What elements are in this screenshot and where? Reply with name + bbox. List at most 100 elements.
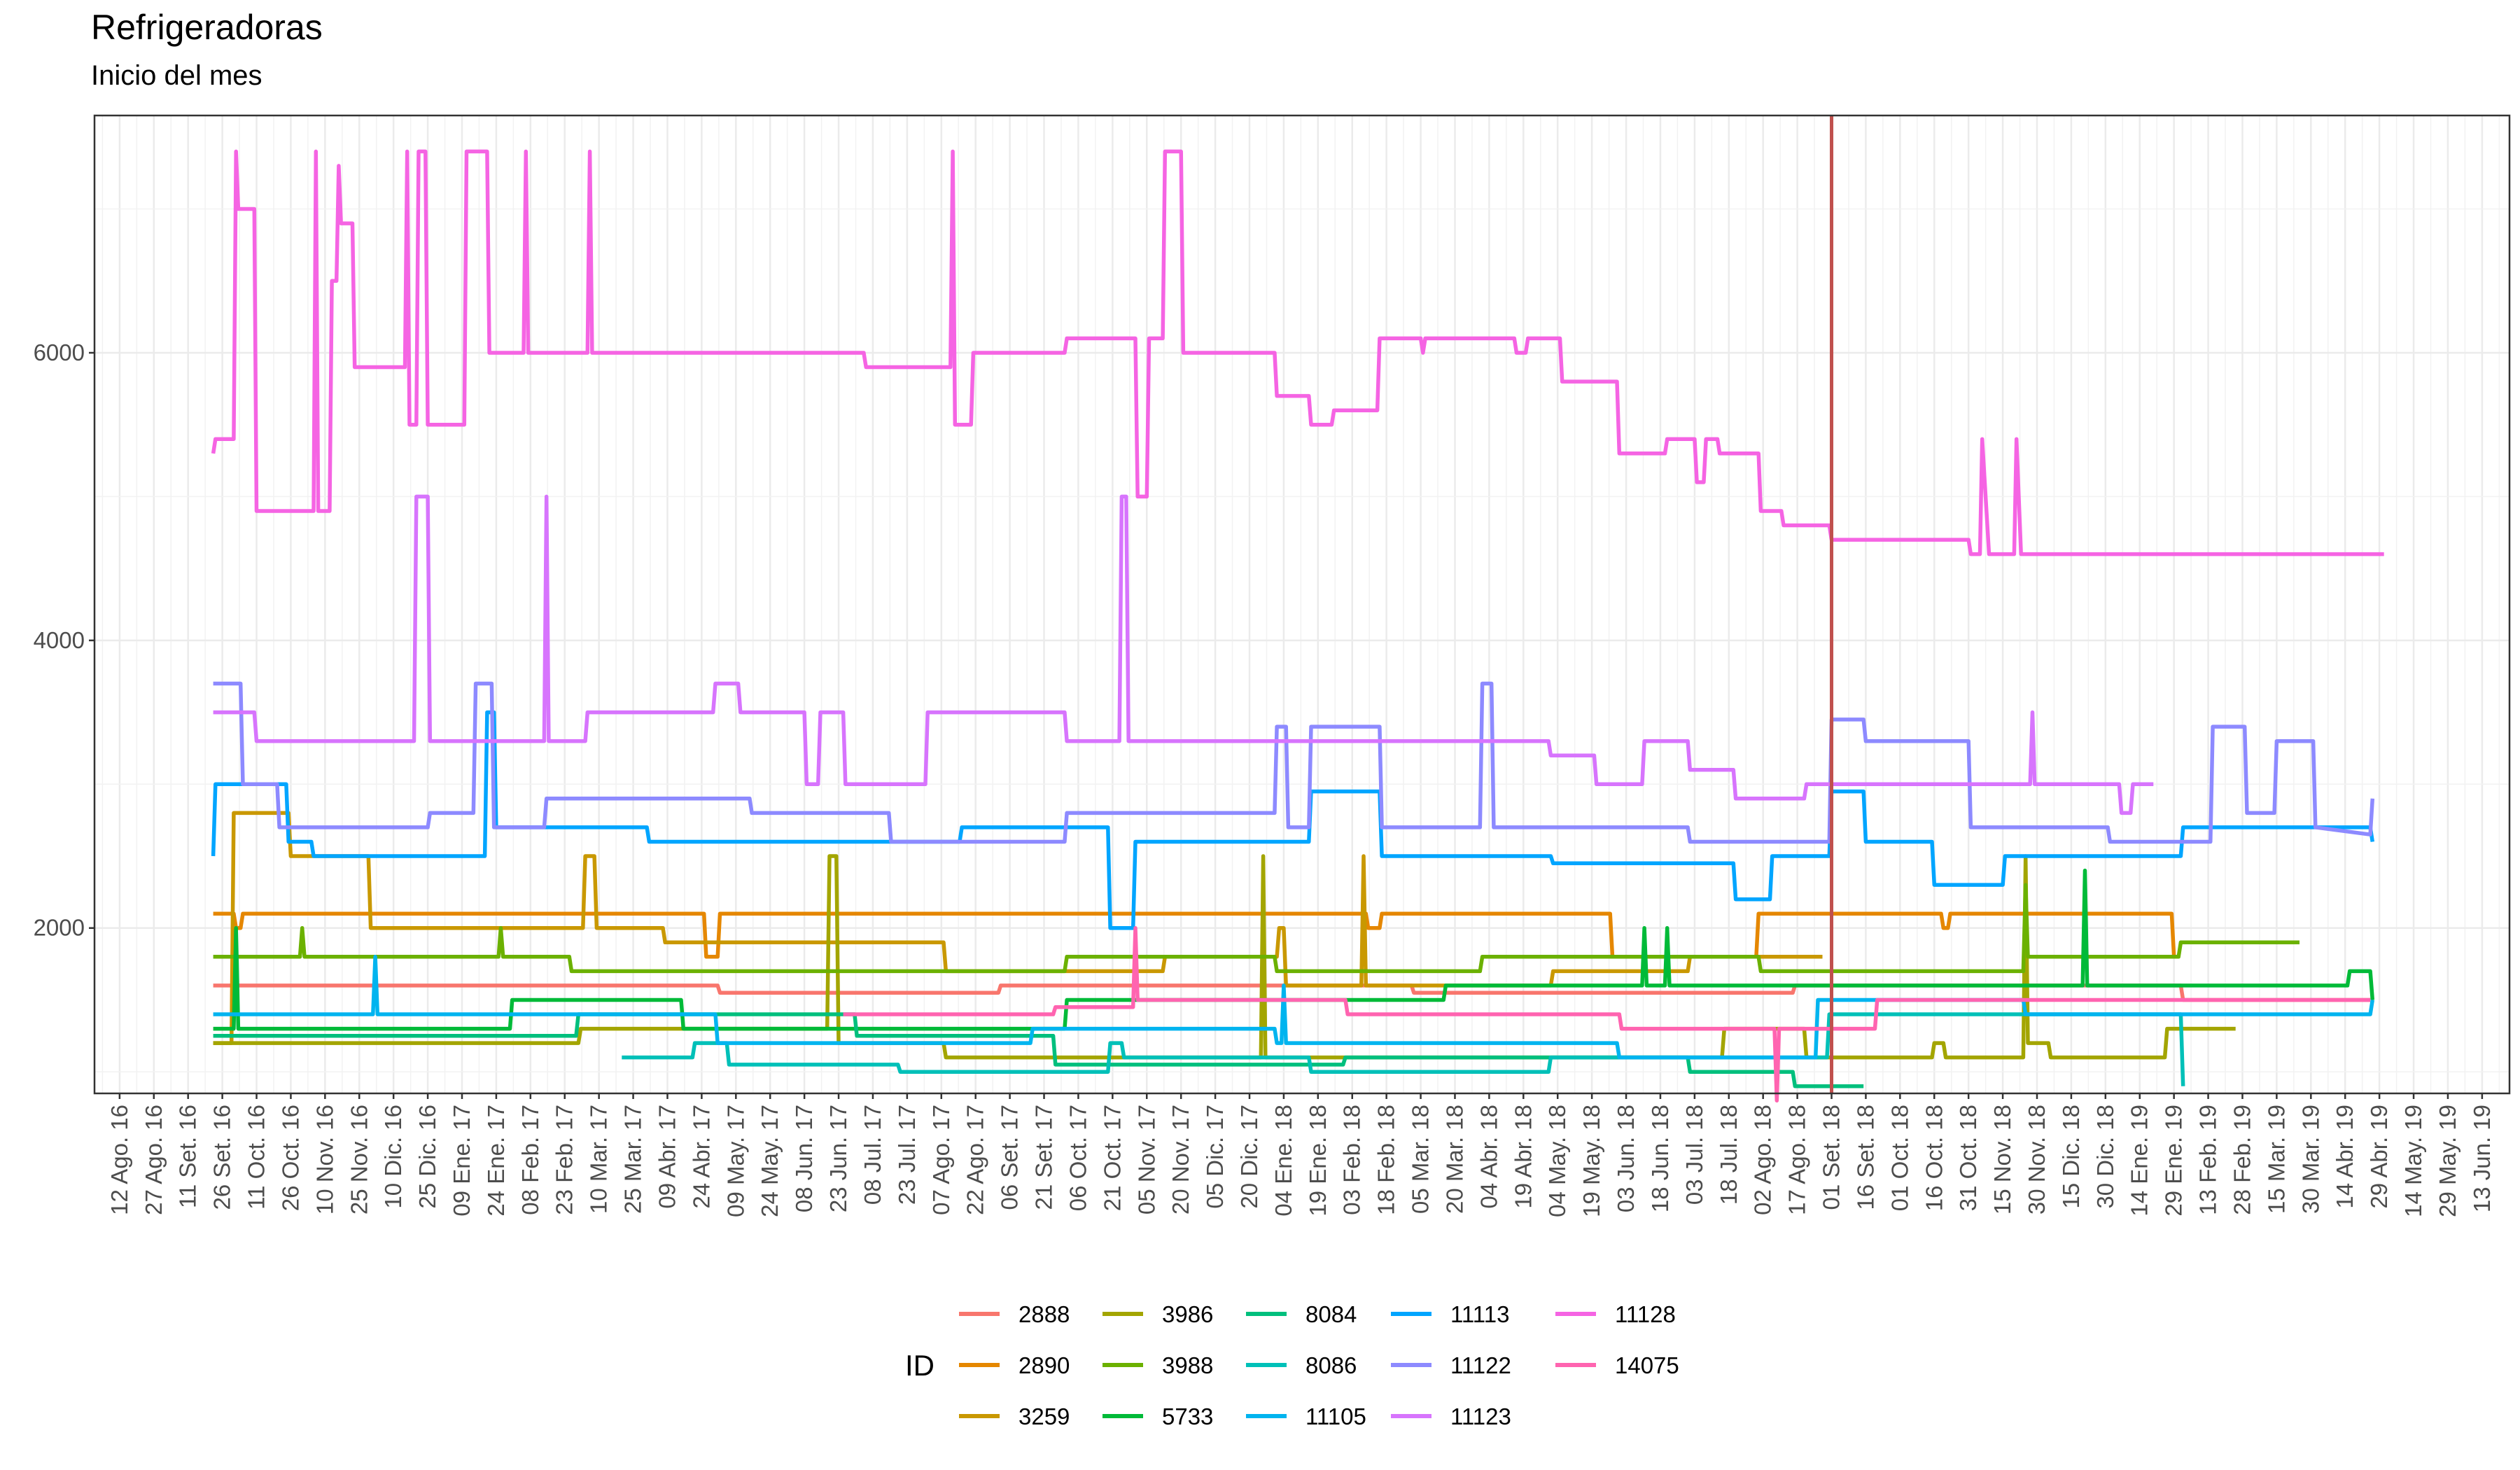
x-tick-label: 15 Mar. 19 (2263, 1105, 2289, 1214)
x-tick-label: 29 May. 19 (2435, 1105, 2460, 1217)
x-tick-label: 26 Set. 16 (209, 1105, 235, 1210)
x-tick-label: 06 Oct. 17 (1065, 1105, 1091, 1211)
legend-label: 3986 (1162, 1301, 1213, 1327)
legend-label: 11113 (1450, 1301, 1509, 1327)
x-tick-label: 22 Ago. 17 (962, 1105, 988, 1215)
x-tick-label: 05 Mar. 18 (1408, 1105, 1434, 1214)
legend-label: 2890 (1018, 1352, 1070, 1378)
legend-label: 11105 (1306, 1404, 1366, 1429)
legend-item-8084: 8084 (1246, 1301, 1357, 1327)
x-axis: 12 Ago. 16 27 Ago. 16 11 Set. 16 26 Set. 16… (106, 1093, 2495, 1217)
x-tick-label: 06 Set. 17 (997, 1105, 1023, 1210)
series-line-2890 (213, 911, 2176, 959)
x-tick-label: 30 Dic. 18 (2092, 1105, 2118, 1209)
chart-subtitle: Inicio del mes (91, 60, 262, 91)
x-tick-label: 16 Oct. 18 (1921, 1105, 1947, 1211)
legend-label: 2888 (1018, 1301, 1070, 1327)
y-tick-label: 2000 (34, 915, 85, 941)
panel-background (94, 115, 2510, 1093)
x-tick-label: 25 Nov. 16 (346, 1105, 372, 1214)
x-tick-label: 27 Ago. 16 (141, 1105, 167, 1215)
x-tick-label: 10 Mar. 17 (586, 1105, 612, 1214)
series-line-11122 (213, 681, 2375, 844)
x-tick-label: 21 Oct. 17 (1099, 1105, 1125, 1211)
x-tick-label: 15 Dic. 18 (2058, 1105, 2084, 1209)
x-tick-label: 01 Set. 18 (1819, 1105, 1844, 1210)
legend-title: ID (905, 1349, 934, 1382)
x-tick-label: 28 Feb. 19 (2230, 1105, 2255, 1215)
x-tick-label: 20 Nov. 17 (1168, 1105, 1194, 1214)
x-tick-label: 10 Nov. 16 (312, 1105, 337, 1214)
legend-label: 3988 (1162, 1352, 1213, 1378)
x-tick-label: 19 Ene. 18 (1305, 1105, 1331, 1217)
chart-title: Refrigeradoras (91, 8, 323, 47)
legend-item-8086: 8086 (1246, 1352, 1357, 1378)
x-tick-label: 31 Oct. 18 (1955, 1105, 1981, 1211)
x-tick-label: 25 Dic. 16 (414, 1105, 440, 1209)
legend-item-11128: 11128 (1555, 1301, 1676, 1327)
x-tick-label: 12 Ago. 16 (106, 1105, 132, 1215)
panel-border (93, 114, 2511, 1095)
x-tick-label: 24 May. 17 (757, 1105, 783, 1217)
series-line-11113 (211, 710, 2375, 930)
legend-label: 14075 (1615, 1352, 1679, 1378)
x-tick-label: 14 Ene. 19 (2127, 1105, 2152, 1217)
x-tick-label: 05 Nov. 17 (1133, 1105, 1159, 1214)
x-tick-label: 11 Set. 16 (175, 1105, 201, 1208)
x-tick-label: 05 Dic. 17 (1202, 1105, 1228, 1209)
x-tick-label: 19 May. 18 (1578, 1105, 1604, 1217)
x-tick-label: 20 Mar. 18 (1442, 1105, 1468, 1214)
legend-label: 8086 (1306, 1352, 1357, 1378)
x-tick-label: 04 Ene. 18 (1270, 1105, 1296, 1217)
x-tick-label: 25 Mar. 17 (620, 1105, 646, 1214)
x-tick-label: 02 Ago. 18 (1750, 1105, 1776, 1215)
x-tick-label: 24 Ene. 17 (483, 1105, 509, 1217)
x-tick-label: 29 Abr. 19 (2366, 1105, 2392, 1209)
series-line-2888 (213, 983, 2371, 1002)
legend-label: 3259 (1018, 1404, 1070, 1429)
x-tick-label: 16 Set. 18 (1852, 1105, 1878, 1210)
series-line-5733 (213, 868, 2375, 1031)
legend-item-14075: 14075 (1555, 1352, 1679, 1378)
series-line-11123 (213, 494, 2154, 816)
x-tick-label: 14 Abr. 19 (2332, 1105, 2358, 1209)
x-tick-label: 23 Jul. 17 (894, 1105, 920, 1205)
x-tick-label: 29 Ene. 19 (2161, 1105, 2187, 1217)
x-tick-label: 18 Jul. 18 (1716, 1105, 1742, 1205)
x-tick-label: 09 May. 17 (722, 1105, 748, 1217)
legend: ID 2888 2890 3259 3986 3988 5733 8084 8086 11105… (905, 1301, 1679, 1429)
x-tick-label: 18 Jun. 18 (1647, 1105, 1673, 1212)
x-tick-label: 08 Jun. 17 (791, 1105, 817, 1212)
x-tick-label: 30 Mar. 19 (2297, 1105, 2323, 1214)
plot-panel (94, 115, 2510, 1093)
legend-item-11105: 11105 (1246, 1404, 1366, 1429)
x-tick-label: 03 Jul. 18 (1681, 1105, 1707, 1205)
series-line-11128 (211, 149, 2384, 556)
x-tick-label: 13 Feb. 19 (2195, 1105, 2221, 1215)
y-axis: 2000 4000 6000 (34, 340, 94, 941)
x-tick-label: 21 Set. 17 (1031, 1105, 1057, 1210)
series-line-14075 (843, 925, 2371, 1103)
legend-item-3986: 3986 (1102, 1301, 1213, 1327)
x-tick-label: 04 Abr. 18 (1476, 1105, 1502, 1209)
x-tick-label: 08 Feb. 17 (517, 1105, 543, 1215)
x-tick-label: 09 Abr. 17 (654, 1105, 680, 1209)
x-tick-label: 30 Nov. 18 (2024, 1105, 2050, 1214)
x-tick-label: 11 Oct. 16 (244, 1105, 270, 1210)
series-lines (211, 149, 2384, 1103)
x-tick-label: 26 Oct. 16 (277, 1105, 303, 1211)
x-tick-label: 01 Oct. 18 (1886, 1105, 1912, 1211)
legend-item-11123: 11123 (1391, 1404, 1511, 1429)
x-tick-label: 17 Ago. 18 (1784, 1105, 1810, 1215)
x-tick-label: 10 Dic. 16 (380, 1105, 406, 1209)
x-tick-label: 18 Feb. 18 (1373, 1105, 1399, 1215)
legend-item-11122: 11122 (1391, 1352, 1511, 1378)
legend-item-3259: 3259 (959, 1404, 1070, 1429)
x-tick-label: 03 Feb. 18 (1339, 1105, 1365, 1215)
x-tick-label: 07 Ago. 17 (928, 1105, 954, 1215)
plot-frame (93, 114, 2511, 1095)
x-tick-label: 20 Dic. 17 (1236, 1105, 1262, 1209)
legend-item-5733: 5733 (1102, 1404, 1213, 1429)
legend-item-2888: 2888 (959, 1301, 1070, 1327)
